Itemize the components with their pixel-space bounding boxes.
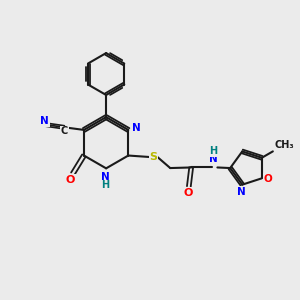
Text: O: O xyxy=(183,188,192,198)
Text: N: N xyxy=(101,172,110,182)
Text: N: N xyxy=(40,116,49,126)
Text: O: O xyxy=(263,174,272,184)
Text: O: O xyxy=(66,175,75,185)
Text: CH₃: CH₃ xyxy=(274,140,294,150)
Text: H: H xyxy=(101,180,110,190)
Text: S: S xyxy=(149,152,157,162)
Text: N: N xyxy=(208,154,217,164)
Text: N: N xyxy=(237,187,245,196)
Text: H: H xyxy=(209,146,217,157)
Text: C: C xyxy=(61,126,68,136)
Text: N: N xyxy=(132,124,141,134)
